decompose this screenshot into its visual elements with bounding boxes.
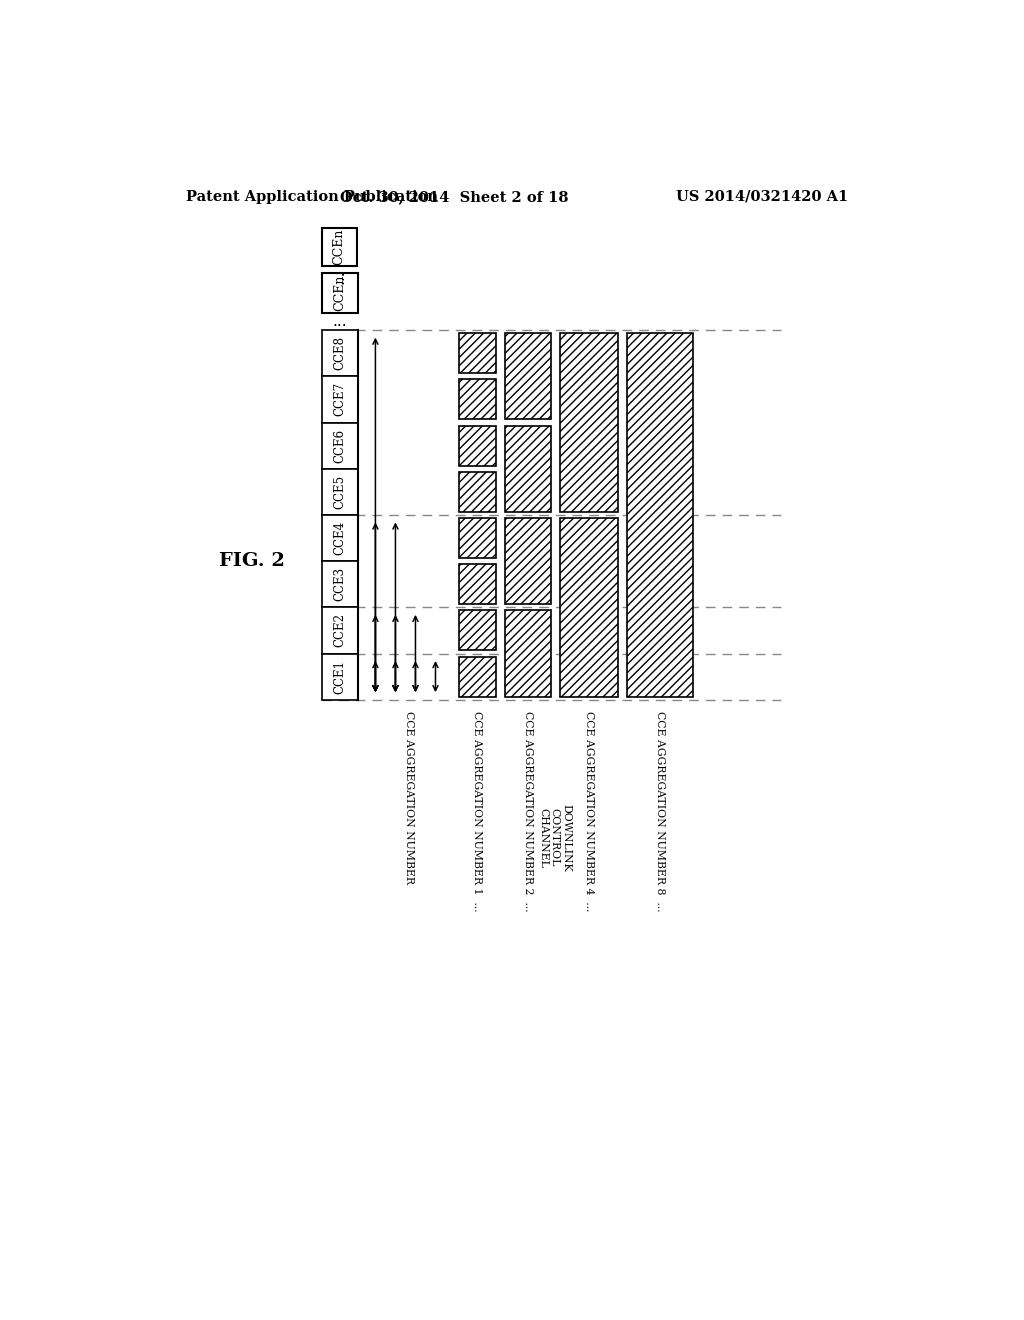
Bar [560,517,617,697]
Bar [322,515,358,561]
Bar [505,333,551,420]
Bar [459,333,496,374]
Bar [505,517,551,605]
Text: CCE AGGREGATION NUMBER 1  ...: CCE AGGREGATION NUMBER 1 ... [472,711,482,912]
Text: CCEn: CCEn [333,228,346,265]
Text: ...: ... [333,314,347,329]
Bar [322,227,357,267]
Bar [322,561,358,607]
Bar [459,656,496,697]
Bar [459,610,496,651]
Bar [628,333,692,697]
Text: CCE AGGREGATION NUMBER 2  ...: CCE AGGREGATION NUMBER 2 ... [523,711,532,912]
Text: Oct. 30, 2014  Sheet 2 of 18: Oct. 30, 2014 Sheet 2 of 18 [340,190,568,203]
Text: CCE6: CCE6 [334,429,346,463]
Text: CCE AGGREGATION NUMBER: CCE AGGREGATION NUMBER [403,711,414,884]
Text: US 2014/0321420 A1: US 2014/0321420 A1 [676,190,848,203]
Text: CCE7: CCE7 [334,383,346,417]
Bar [505,425,551,512]
Bar [459,517,496,558]
Bar [322,469,358,515]
Bar [322,330,358,376]
Text: CCE2: CCE2 [334,614,346,647]
Text: CCE5: CCE5 [334,475,346,510]
Text: FIG. 2: FIG. 2 [219,552,285,570]
Bar [505,610,551,697]
Bar [459,564,496,605]
Text: CCE1: CCE1 [334,660,346,693]
Text: CCE8: CCE8 [334,337,346,370]
Text: CCE4: CCE4 [334,521,346,556]
Text: CCEn: CCEn [334,275,346,312]
Text: ...: ... [332,269,347,284]
Bar [322,607,358,653]
Text: CCE AGGREGATION NUMBER 4  ...: CCE AGGREGATION NUMBER 4 ... [584,711,594,912]
Text: CCE3: CCE3 [334,568,346,602]
Bar [459,471,496,512]
Bar [322,422,358,469]
Text: DOWNLINK
CONTROL
CHANNEL: DOWNLINK CONTROL CHANNEL [539,804,571,871]
Bar [560,333,617,512]
Text: CCE AGGREGATION NUMBER 8  ...: CCE AGGREGATION NUMBER 8 ... [655,711,665,912]
Text: Patent Application Publication: Patent Application Publication [186,190,438,203]
Bar [322,376,358,422]
Bar [459,379,496,420]
Bar [322,653,358,700]
Bar [322,273,358,313]
Bar [459,425,496,466]
